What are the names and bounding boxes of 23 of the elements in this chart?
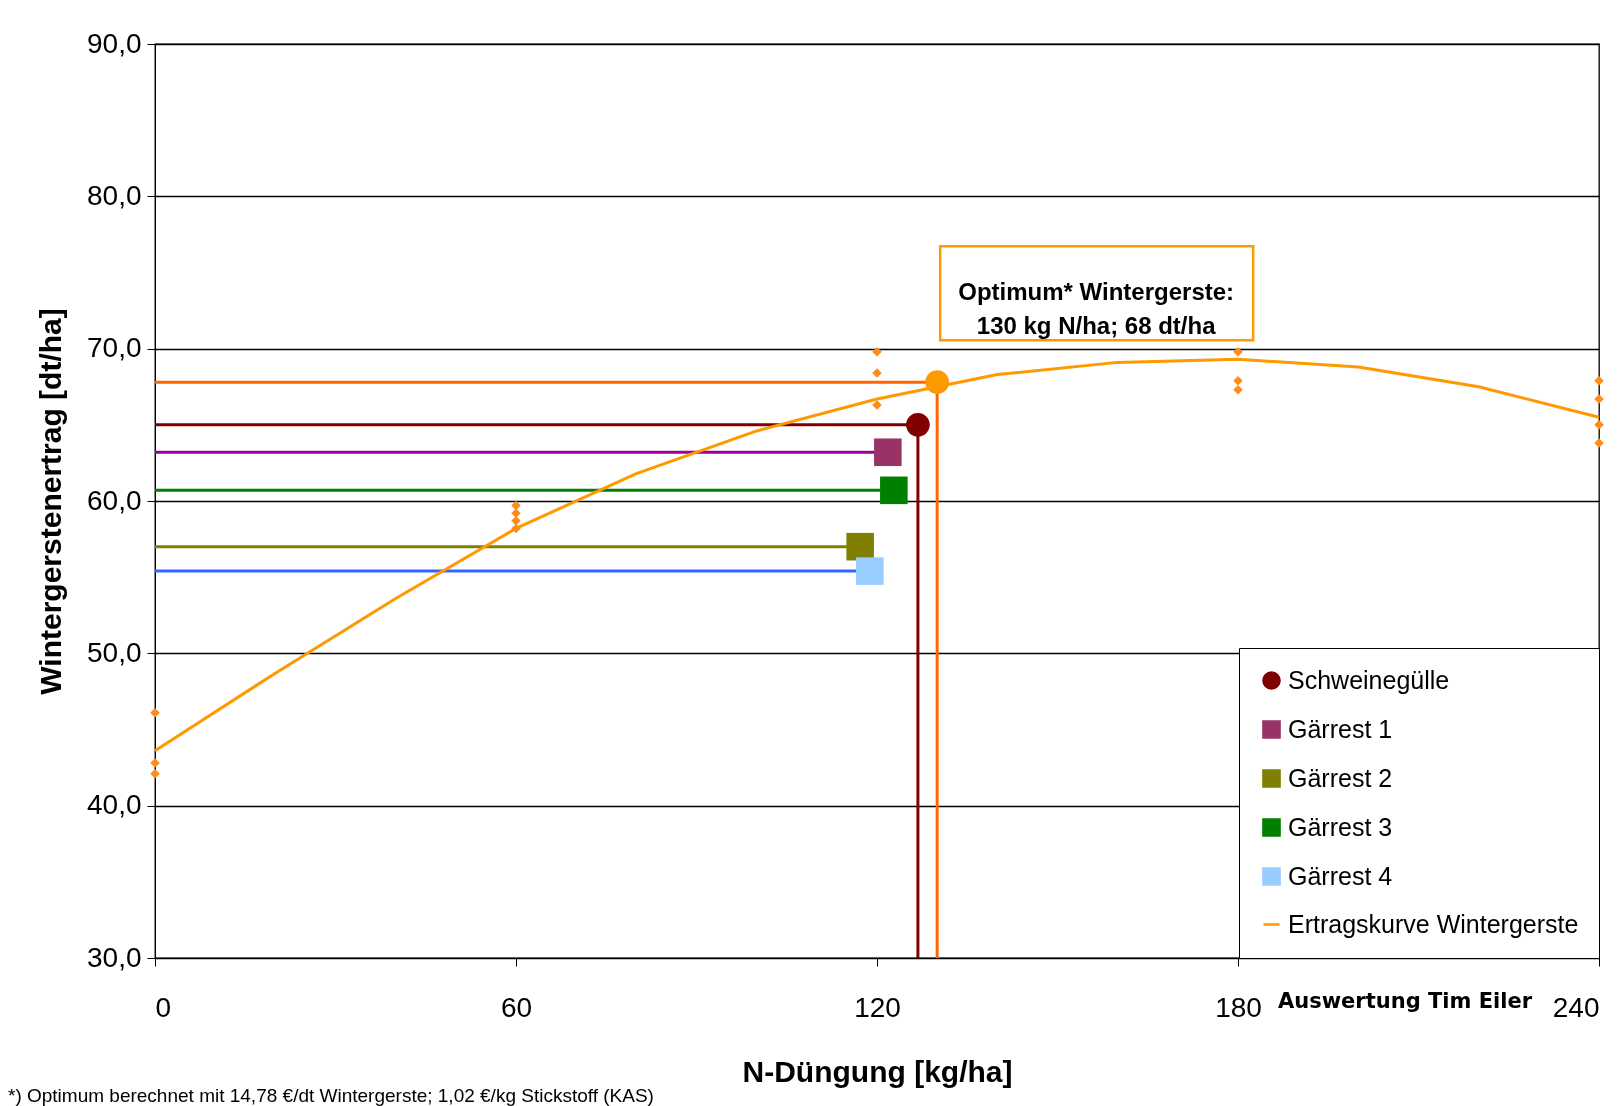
legend-label: Gärrest 2 <box>1288 763 1393 792</box>
legend-label: Gärrest 4 <box>1288 861 1393 890</box>
y-tick-label: 60,0 <box>87 484 142 516</box>
text: Auswertung Tim Eiler <box>1277 989 1533 1013</box>
annotation: Optimum* Wintergerste: 130 kg N/ha; 68 dt/ha <box>958 278 1235 340</box>
y-tick-label: 80,0 <box>87 179 142 211</box>
y-tick-label: 50,0 <box>87 636 142 668</box>
legend-label: Gärrest 3 <box>1288 812 1393 841</box>
y-tick-label: 40,0 <box>87 789 142 821</box>
y-axis-title: Wintergerstenertrag [dt/ha] <box>34 308 67 695</box>
legend-label: Ertragskurve Wintergerste <box>1288 909 1579 938</box>
x-tick-label: 240 <box>1552 991 1600 1023</box>
x-tick-label: 180 <box>1215 991 1262 1023</box>
text: *) Optimum berechnet mit 14,78 €/dt Wintergerste; 1,02 €/kg Stickstoff (KAS) <box>8 1085 654 1106</box>
x-axis-title: N-Düngung [kg/ha] <box>742 1054 1013 1088</box>
y-tick-label: 90,0 <box>87 27 142 59</box>
legend-label: Gärrest 1 <box>1288 714 1393 743</box>
x-tick-label: 0 <box>155 991 172 1023</box>
legend-label: Schweinegülle <box>1288 665 1450 694</box>
y-tick-label: 70,0 <box>87 332 142 364</box>
y-tick-label: 30,0 <box>87 941 142 973</box>
x-tick-label: 120 <box>854 991 901 1023</box>
x-tick-label: 60 <box>500 991 533 1023</box>
